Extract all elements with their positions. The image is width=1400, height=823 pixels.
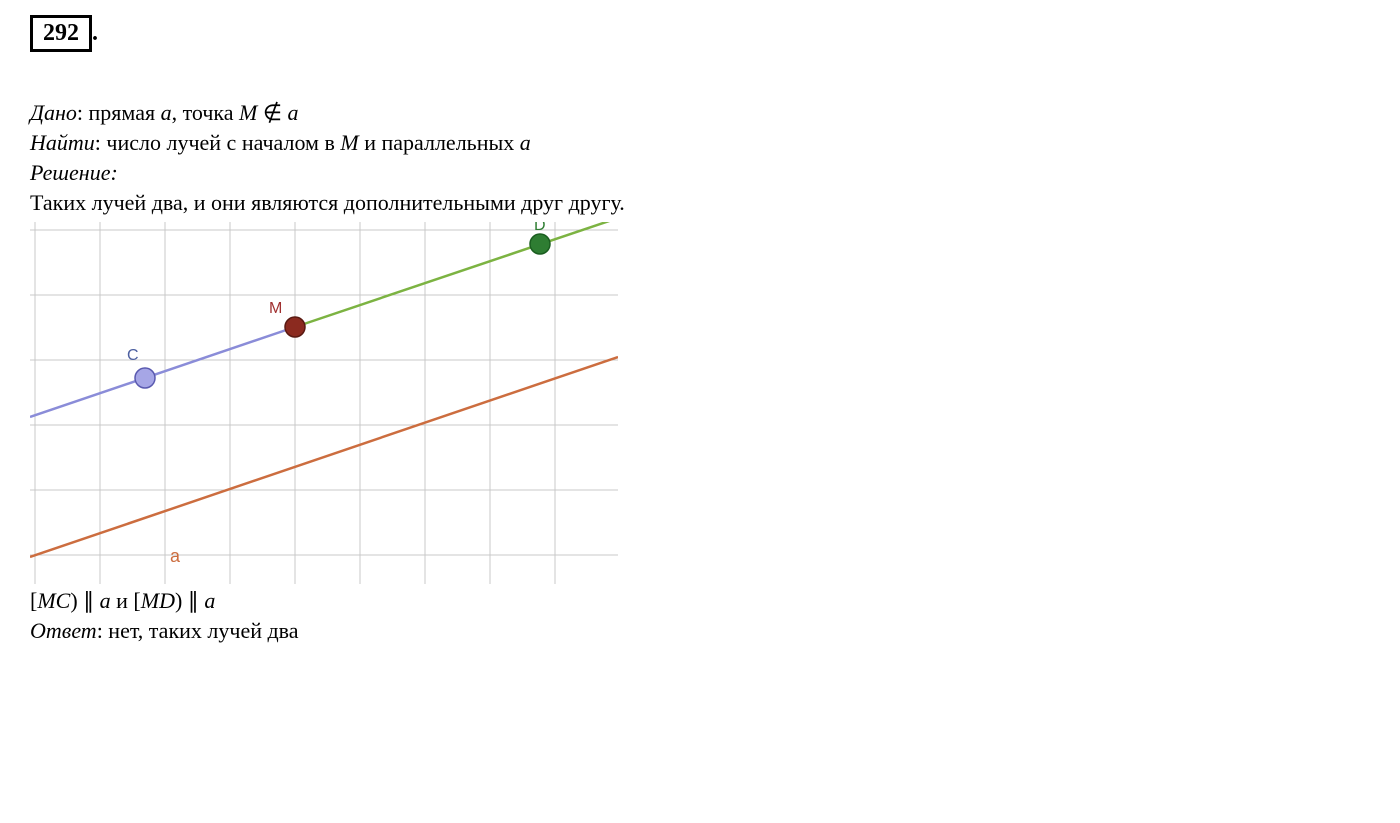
geometry-chart: C M Da	[30, 222, 1370, 584]
stmt-1c: ) ∥	[70, 588, 99, 613]
svg-text:a: a	[170, 546, 181, 566]
stmt-1e: и [	[111, 588, 141, 613]
stmt-1g: ) ∥	[175, 588, 204, 613]
given-a2: a	[288, 100, 299, 125]
find-text-2: и параллельных	[359, 130, 520, 155]
parallel-statement: [MC) ∥ a и [MD) ∥ a	[30, 588, 1370, 614]
find-m: M	[340, 130, 358, 155]
geometry-svg: C M Da	[30, 222, 618, 584]
find-text-1: : число лучей с началом в	[95, 130, 341, 155]
given-notin: ∉	[257, 100, 287, 125]
given-text-1: : прямая	[77, 100, 161, 125]
answer-line: Ответ: нет, таких лучей два	[30, 618, 1370, 644]
stmt-a2: a	[204, 588, 215, 613]
given-label: Дано	[30, 100, 77, 125]
answer-label: Ответ	[30, 618, 97, 643]
find-line: Найти: число лучей с началом в M и парал…	[30, 130, 1370, 156]
find-a: a	[520, 130, 531, 155]
given-text-2: , точка	[172, 100, 239, 125]
stmt-md: MD	[141, 588, 175, 613]
answer-text: : нет, таких лучей два	[97, 618, 299, 643]
stmt-mc: MC	[37, 588, 70, 613]
stmt-a1: a	[100, 588, 111, 613]
find-label: Найти	[30, 130, 95, 155]
svg-text:C: C	[127, 347, 139, 364]
solution-label: Решение:	[30, 160, 118, 185]
given-a: a	[161, 100, 172, 125]
given-m: M	[239, 100, 257, 125]
problem-header: 292.	[30, 15, 1370, 52]
problem-number-dot: .	[92, 20, 98, 46]
svg-text:M: M	[269, 300, 282, 317]
problem-number-box: 292	[30, 15, 92, 52]
solution-text: Таких лучей два, и они являются дополнит…	[30, 190, 1370, 216]
given-line: Дано: прямая a, точка M ∉ a	[30, 100, 1370, 126]
svg-text:D: D	[534, 222, 546, 234]
solution-label-line: Решение:	[30, 160, 1370, 186]
